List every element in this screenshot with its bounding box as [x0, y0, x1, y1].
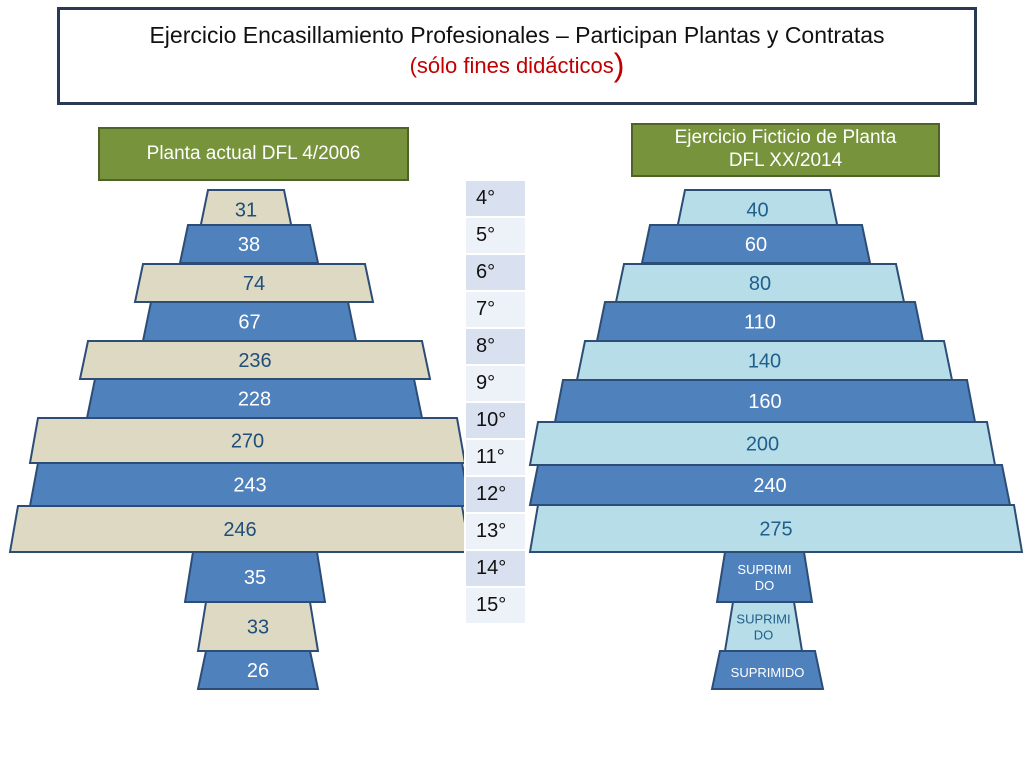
grade-cell: 14° — [464, 549, 527, 588]
right-tier-7: 110 — [595, 301, 925, 342]
subtitle-text: (sólo fines didácticos — [409, 53, 614, 78]
right-tier-15-label: SUPRIMIDO — [731, 665, 805, 680]
header-fictitious-line2: DFL XX/2014 — [728, 150, 843, 171]
left-tier-9: 228 — [85, 378, 424, 419]
left-tier-8: 236 — [78, 340, 432, 380]
page-subtitle: (sólo fines didácticos) — [60, 49, 974, 81]
left-tier-15-shape — [196, 650, 320, 690]
grade-cell: 13° — [464, 512, 527, 551]
right-tier-7-label: 110 — [744, 312, 776, 334]
left-tier-15-label: 26 — [247, 660, 269, 682]
grade-row: 6° — [464, 253, 527, 292]
right-tier-12-label: 275 — [759, 519, 792, 541]
grades-table: 4° 5° 6° 7° 8° 9° 10° 11° 12° 13° 14° 15° — [464, 179, 527, 625]
grade-cell: 5° — [464, 216, 527, 255]
right-tier-13: SUPRIMI DO — [715, 551, 814, 603]
grade-cell: 11° — [464, 438, 527, 477]
left-tier-15: 26 — [196, 650, 320, 690]
grade-cell: 12° — [464, 475, 527, 514]
grade-row: 15° — [464, 586, 527, 625]
left-tier-5: 38 — [178, 224, 320, 264]
left-tier-4-label: 31 — [235, 200, 257, 222]
left-tier-9-label: 228 — [238, 389, 271, 411]
grade-cell: 8° — [464, 327, 527, 366]
grade-cell: 10° — [464, 401, 527, 440]
right-tier-15: SUPRIMIDO — [710, 650, 825, 690]
grade-row: 5° — [464, 216, 527, 255]
left-tier-6-shape — [133, 263, 375, 303]
grade-cell: 9° — [464, 364, 527, 403]
left-tier-8-label: 236 — [238, 350, 271, 372]
right-tier-15-shape — [710, 650, 825, 690]
grade-row: 7° — [464, 290, 527, 329]
right-tier-13-label: SUPRIMI DO — [737, 562, 791, 593]
grade-cell: 15° — [464, 586, 527, 625]
grade-row: 10° — [464, 401, 527, 440]
right-tier-6-label: 80 — [749, 273, 771, 295]
left-tier-14-label: 33 — [247, 617, 269, 639]
right-tier-10-label: 200 — [746, 434, 779, 456]
header-fictitious-plant: Ejercicio Ficticio de Planta DFL XX/2014 — [631, 123, 940, 177]
right-tier-12: 275 — [528, 504, 1024, 553]
right-tier-13-shape — [715, 551, 814, 603]
right-tier-14-label: SUPRIMI DO — [736, 612, 790, 643]
right-tier-6: 80 — [614, 263, 906, 303]
grade-row: 13° — [464, 512, 527, 551]
left-tier-11: 243 — [28, 462, 472, 507]
grade-cell: 4° — [464, 179, 527, 218]
left-tier-6: 74 — [133, 263, 375, 303]
left-tier-6-label: 74 — [243, 273, 265, 295]
left-tier-10: 270 — [28, 417, 467, 464]
grade-row: 9° — [464, 364, 527, 403]
left-tier-8-shape — [78, 340, 432, 380]
left-tier-4: 31 — [198, 189, 294, 230]
left-tier-12: 246 — [8, 505, 472, 553]
left-tier-11-label: 243 — [233, 475, 266, 497]
right-tier-9-label: 160 — [748, 391, 781, 413]
left-tier-7-label: 67 — [238, 312, 260, 334]
right-tier-10: 200 — [528, 421, 997, 466]
right-tier-8: 140 — [575, 340, 954, 381]
right-tier-11: 240 — [528, 464, 1012, 506]
right-tier-8-label: 140 — [748, 351, 781, 373]
right-tier-5: 60 — [640, 224, 872, 264]
right-tier-12-shape — [528, 504, 1024, 553]
right-tier-14-shape — [723, 601, 804, 652]
left-tier-12-label: 246 — [223, 519, 256, 541]
grade-row: 14° — [464, 549, 527, 588]
left-tier-10-label: 270 — [231, 431, 264, 453]
grade-cell: 7° — [464, 290, 527, 329]
header-current-plant: Planta actual DFL 4/2006 — [98, 127, 409, 181]
grade-row: 11° — [464, 438, 527, 477]
page-title: Ejercicio Encasillamiento Profesionales … — [149, 22, 885, 48]
left-tier-13-label: 35 — [244, 567, 266, 589]
left-tier-14-shape — [196, 601, 320, 652]
header-fictitious-line1: Ejercicio Ficticio de Planta — [674, 127, 897, 149]
right-tier-5-label: 60 — [745, 234, 767, 256]
grade-row: 12° — [464, 475, 527, 514]
left-tier-7: 67 — [141, 301, 358, 342]
grade-cell: 6° — [464, 253, 527, 292]
left-tier-13-shape — [183, 551, 327, 603]
header-current-plant-label: Planta actual DFL 4/2006 — [146, 142, 361, 164]
left-tier-13: 35 — [183, 551, 327, 603]
right-tier-4: 40 — [675, 189, 840, 230]
title-box: Ejercicio Encasillamiento Profesionales … — [57, 7, 977, 105]
left-tier-14: 33 — [196, 601, 320, 652]
subtitle-paren: ) — [613, 47, 625, 83]
right-tier-14: SUPRIMI DO — [723, 601, 804, 652]
grade-row: 4° — [464, 179, 527, 218]
left-tier-5-label: 38 — [238, 234, 260, 256]
grade-row: 8° — [464, 327, 527, 366]
right-tier-11-label: 240 — [753, 475, 786, 497]
right-tier-4-label: 40 — [746, 200, 768, 222]
right-tier-9: 160 — [553, 379, 977, 423]
